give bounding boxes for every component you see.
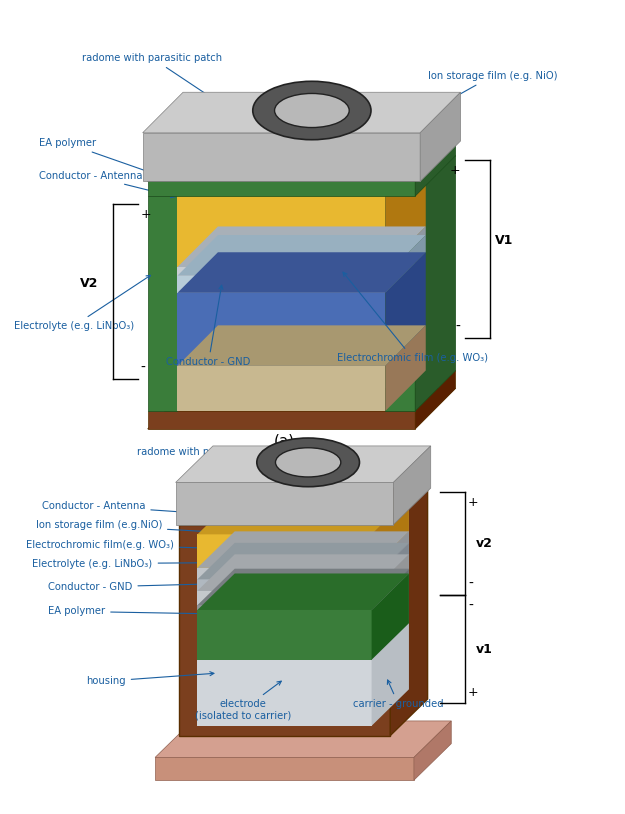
Ellipse shape	[253, 81, 371, 140]
Polygon shape	[414, 721, 451, 780]
Text: housing: housing	[86, 672, 214, 686]
Polygon shape	[179, 525, 390, 736]
Polygon shape	[177, 155, 426, 196]
Polygon shape	[198, 554, 409, 591]
Ellipse shape	[257, 438, 359, 487]
Polygon shape	[198, 591, 372, 605]
Polygon shape	[155, 721, 451, 758]
Text: v1: v1	[476, 642, 493, 655]
Text: Ion storage film (e.g.NiO): Ion storage film (e.g.NiO)	[36, 520, 209, 533]
Polygon shape	[142, 133, 420, 182]
Text: carrier - grounded: carrier - grounded	[353, 680, 444, 709]
Polygon shape	[385, 226, 426, 276]
Polygon shape	[148, 141, 456, 182]
Ellipse shape	[276, 448, 341, 477]
Text: Conductor - Antenna: Conductor - Antenna	[39, 171, 175, 198]
Polygon shape	[177, 235, 426, 276]
Polygon shape	[198, 574, 409, 610]
Text: V2: V2	[79, 277, 98, 290]
Polygon shape	[385, 235, 426, 293]
Text: V1: V1	[495, 234, 513, 247]
Text: EA polymer: EA polymer	[39, 138, 156, 175]
Polygon shape	[148, 411, 415, 429]
Polygon shape	[148, 388, 456, 429]
Text: -: -	[468, 577, 473, 591]
Polygon shape	[176, 446, 431, 483]
Polygon shape	[179, 488, 428, 525]
Text: electrode
(isolated to carrier): electrode (isolated to carrier)	[194, 681, 291, 720]
Polygon shape	[176, 483, 393, 525]
Polygon shape	[385, 155, 426, 411]
Polygon shape	[372, 554, 409, 605]
Text: -: -	[455, 320, 460, 334]
Polygon shape	[177, 196, 385, 267]
Polygon shape	[177, 196, 385, 411]
Polygon shape	[198, 534, 372, 568]
Text: (a): (a)	[274, 434, 295, 449]
Polygon shape	[198, 605, 372, 610]
Polygon shape	[372, 532, 409, 580]
Polygon shape	[385, 326, 426, 411]
Polygon shape	[148, 196, 178, 411]
Polygon shape	[198, 568, 372, 580]
Polygon shape	[198, 580, 372, 591]
Polygon shape	[393, 446, 431, 525]
Ellipse shape	[274, 94, 349, 128]
Polygon shape	[155, 758, 414, 780]
Text: radome with parasitic patch: radome with parasitic patch	[137, 447, 287, 474]
Polygon shape	[177, 252, 426, 293]
Polygon shape	[372, 498, 409, 726]
Text: Ion storage film (e.g. NiO): Ion storage film (e.g. NiO)	[400, 71, 557, 128]
Polygon shape	[198, 498, 409, 534]
Polygon shape	[198, 543, 409, 580]
Text: v2: v2	[476, 537, 493, 550]
Polygon shape	[198, 532, 409, 568]
Text: radome with parasitic patch: radome with parasitic patch	[82, 53, 222, 105]
Polygon shape	[372, 569, 409, 610]
Polygon shape	[415, 370, 456, 429]
Text: EA polymer: EA polymer	[48, 606, 209, 616]
Text: -: -	[140, 361, 145, 374]
Polygon shape	[372, 498, 409, 568]
Polygon shape	[385, 252, 426, 366]
Polygon shape	[142, 92, 461, 133]
Text: Electrochromic film(e.g. WO₃): Electrochromic film(e.g. WO₃)	[26, 540, 206, 550]
Text: +: +	[449, 164, 460, 177]
Polygon shape	[415, 155, 456, 411]
Polygon shape	[198, 610, 372, 660]
Text: -: -	[468, 599, 473, 613]
Text: +: +	[468, 497, 479, 510]
Polygon shape	[198, 534, 372, 726]
Text: Electrolyte (e.g. LiNbO₃): Electrolyte (e.g. LiNbO₃)	[14, 275, 151, 330]
Text: +: +	[140, 208, 151, 221]
Text: Conductor - Antenna: Conductor - Antenna	[42, 501, 209, 515]
Polygon shape	[198, 569, 409, 605]
Polygon shape	[148, 182, 415, 196]
Polygon shape	[385, 196, 415, 411]
Polygon shape	[177, 226, 426, 267]
Polygon shape	[385, 155, 426, 267]
Polygon shape	[390, 488, 428, 736]
Polygon shape	[372, 574, 409, 660]
Polygon shape	[177, 276, 385, 293]
Polygon shape	[177, 267, 385, 276]
Text: Electrochromic film (e.g. WO₃): Electrochromic film (e.g. WO₃)	[338, 272, 488, 363]
Polygon shape	[177, 293, 385, 366]
Text: Conductor - GND: Conductor - GND	[48, 582, 209, 592]
Polygon shape	[372, 543, 409, 591]
Text: Electrolyte (e.g. LiNbO₃): Electrolyte (e.g. LiNbO₃)	[32, 558, 206, 568]
Polygon shape	[415, 141, 456, 196]
Polygon shape	[420, 92, 461, 182]
Polygon shape	[177, 366, 385, 411]
Text: Conductor - GND: Conductor - GND	[166, 285, 251, 367]
Text: +: +	[468, 686, 479, 699]
Polygon shape	[177, 326, 426, 366]
